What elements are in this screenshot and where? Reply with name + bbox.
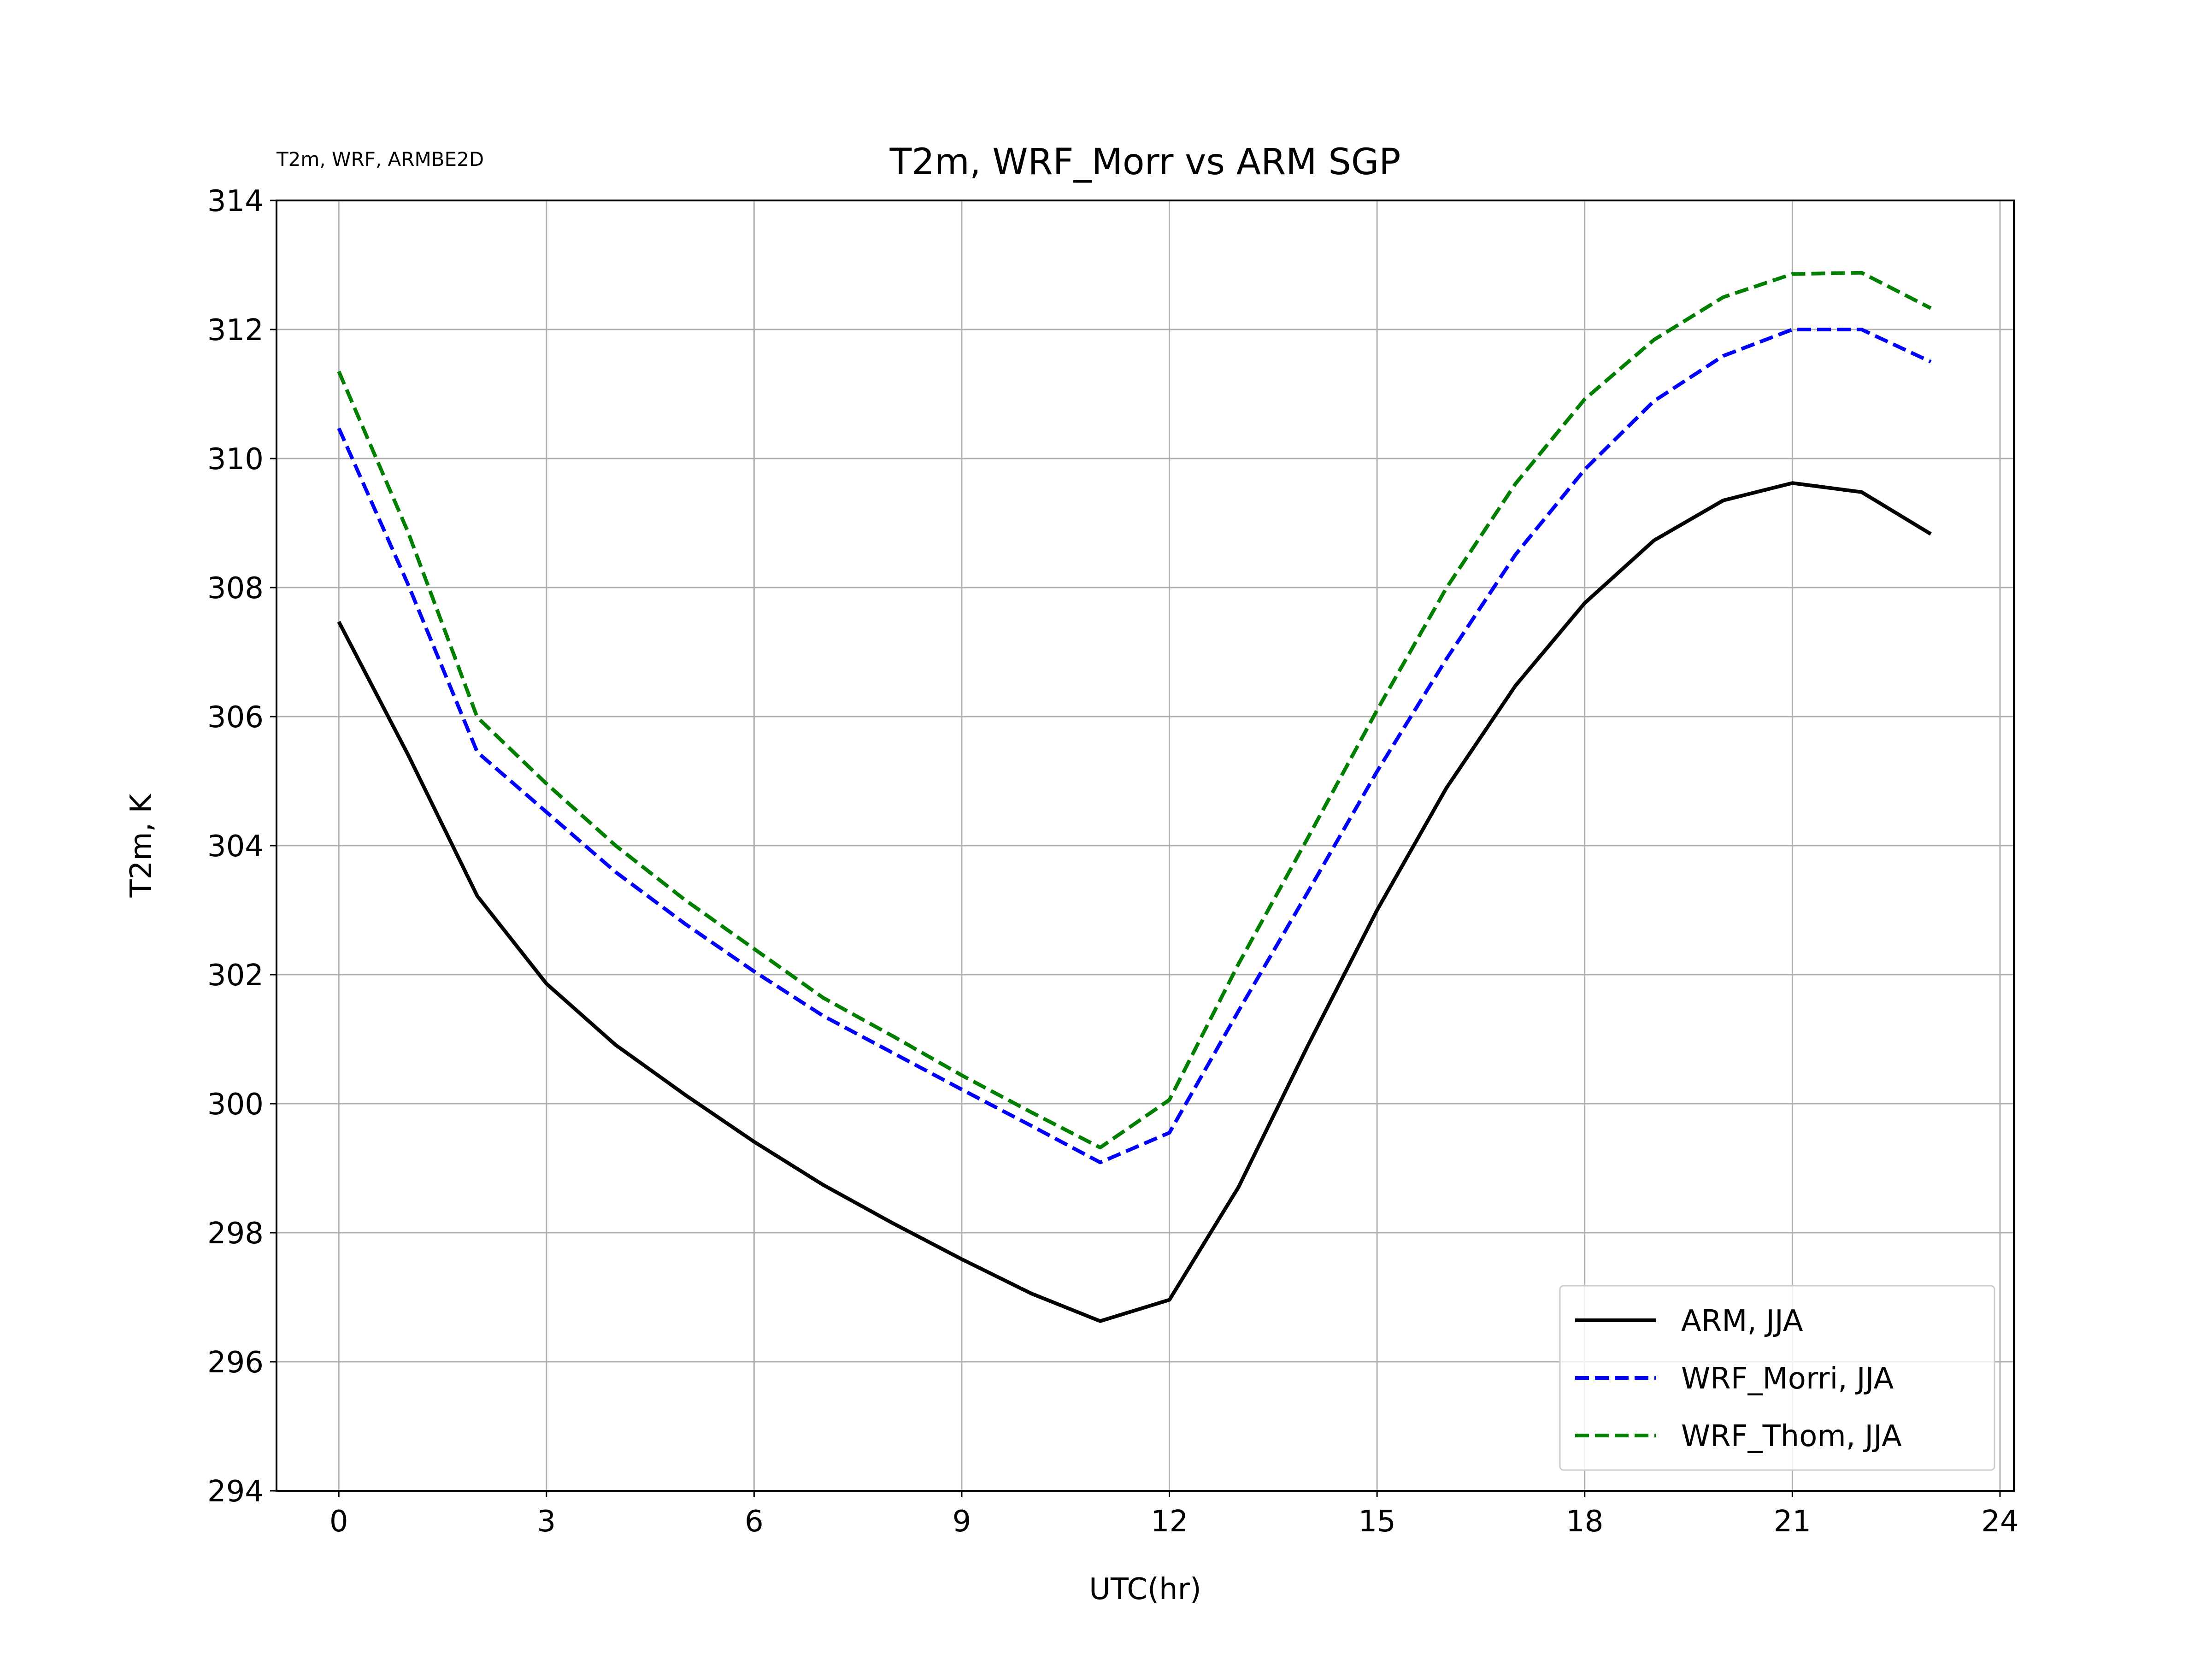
x-tick-label: 6 bbox=[745, 1505, 764, 1539]
x-tick-label: 21 bbox=[1774, 1505, 1811, 1539]
x-tick-label: 12 bbox=[1151, 1505, 1188, 1539]
x-tick-label: 9 bbox=[953, 1505, 971, 1539]
axis-ticks: 0 3 6 9 12 15 18 21 24 294 296 298 300 302 304 306 308 31… bbox=[207, 184, 2019, 1539]
series-line-2 bbox=[337, 328, 1932, 1165]
series-line-3 bbox=[337, 271, 1932, 1150]
legend-box bbox=[1559, 1285, 1995, 1471]
y-tick-label: 314 bbox=[207, 184, 264, 218]
y-tick-label: 298 bbox=[207, 1217, 264, 1251]
legend-label-3: WRF_Thom, JJA bbox=[1681, 1419, 1902, 1453]
x-tick-label: 3 bbox=[537, 1505, 556, 1539]
y-tick-label: 300 bbox=[207, 1088, 264, 1122]
x-tick-label: 0 bbox=[329, 1505, 348, 1539]
legend-label-1: ARM, JJA bbox=[1681, 1304, 1803, 1338]
chart-corner-note: T2m, WRF, ARMBE2D bbox=[276, 148, 484, 171]
y-tick-label: 308 bbox=[207, 571, 264, 606]
series-lines bbox=[337, 271, 1932, 1323]
y-tick-label: 312 bbox=[207, 313, 264, 347]
y-tick-label: 306 bbox=[207, 700, 264, 735]
x-tick-label: 24 bbox=[1981, 1505, 2018, 1539]
x-axis-label: UTC(hr) bbox=[1089, 1572, 1201, 1606]
y-tick-label: 304 bbox=[207, 830, 264, 864]
y-axis-label: T2m, K bbox=[124, 793, 159, 898]
series-line-1 bbox=[337, 481, 1932, 1323]
y-tick-label: 310 bbox=[207, 442, 264, 477]
y-tick-label: 294 bbox=[207, 1475, 264, 1509]
legend: ARM, JJA WRF_Morri, JJA WRF_Thom, JJA bbox=[1559, 1285, 1995, 1471]
y-tick-label: 296 bbox=[207, 1346, 264, 1380]
legend-label-2: WRF_Morri, JJA bbox=[1681, 1362, 1894, 1396]
y-tick-label: 302 bbox=[207, 959, 264, 993]
chart-title: T2m, WRF_Morr vs ARM SGP bbox=[889, 141, 1401, 183]
x-tick-label: 15 bbox=[1358, 1505, 1395, 1539]
x-tick-label: 18 bbox=[1566, 1505, 1603, 1539]
